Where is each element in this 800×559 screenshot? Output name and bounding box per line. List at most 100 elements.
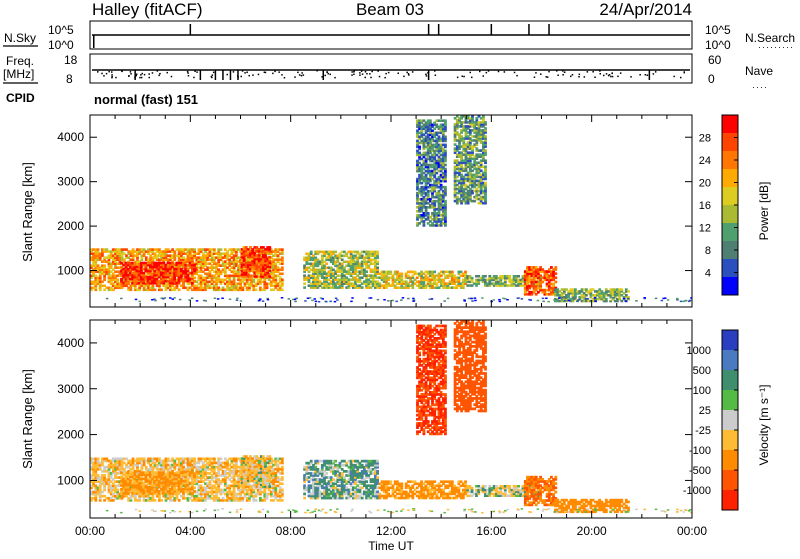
power-cell [568,300,571,302]
nave-dot [655,71,657,73]
power-cell [193,264,196,267]
power-cell [444,150,447,153]
nave-dot [284,77,286,79]
nave-dot [470,72,472,74]
nave-dot [408,73,410,75]
power-cell [612,298,615,300]
nave-dot [370,77,372,79]
power-cell [418,146,421,149]
nave-dot [546,76,548,78]
nave-dot [365,71,367,73]
nsearch-legend-dots: ········· [758,42,794,52]
power-cell [304,300,307,302]
power-cell [214,298,217,300]
nave-dot [158,75,160,77]
power-cell [609,301,612,303]
nave-dot [594,77,596,79]
beam-label: Beam 03 [356,0,424,19]
power-cell [154,289,157,292]
power-cell [281,297,284,299]
power-cell [255,289,258,292]
nave-dot [498,71,500,73]
nave-dot [562,74,564,76]
power-cell [205,300,208,302]
cpid-label: CPID [6,91,35,105]
power-cell [542,298,545,300]
power-cell [229,299,232,301]
power-cell [429,299,432,301]
nave-dot [516,75,518,77]
power-cell [643,297,646,299]
nave-dot [194,71,196,73]
nave-dot [365,77,367,79]
nave-dot [325,75,327,77]
power-cell [154,300,157,302]
nave-dot [463,76,465,78]
power-cell [236,298,239,300]
nave-dot [592,71,594,73]
power-cell [625,300,628,302]
colorbar-swatch [722,115,738,134]
power-cell [484,159,487,162]
nave-dot [252,74,254,76]
nave-dot [299,74,301,76]
power-cell [318,301,321,303]
nave-dot [547,76,549,78]
nave-dot [171,76,173,78]
power-colorbar-label: Power [dB] [757,182,771,241]
power-cell [120,298,123,300]
power-cell [542,301,545,303]
power-cell [554,266,557,269]
power-cell [402,297,405,299]
nave-dot [148,73,150,75]
power-cell [196,300,199,302]
nave-dot [371,71,373,73]
nave-dot [434,70,436,72]
nave-dot [457,77,459,79]
nave-dot [540,73,542,75]
nave-dot [680,77,682,79]
power-cell [554,281,557,284]
power-cell [573,298,576,300]
nave-dot [159,73,161,75]
power-cell [400,273,403,276]
power-cell [106,298,109,300]
nave-dot [435,75,437,77]
nave-dot [369,73,371,75]
power-cell [173,297,176,299]
nave-dot [265,72,267,74]
nave-dot [241,76,243,78]
freq-tick-bottom: 8 [66,72,73,86]
nave-dot [653,73,655,75]
nave-dot [362,73,364,75]
colorbar-swatch [722,187,738,206]
power-cell [314,298,317,300]
power-cell [322,298,325,300]
power-cell [556,300,559,302]
power-cell [162,298,165,300]
power-cell [221,298,224,300]
nave-dot [570,76,572,78]
power-cell [370,297,373,299]
power-cell [537,300,540,302]
nave-dot [274,71,276,73]
nave-dot [272,73,274,75]
power-cell [498,299,501,301]
nave-dot [556,70,558,72]
nsky-tick-top: 10^5 [48,23,74,37]
nave-dot [608,75,610,77]
power-cell [661,300,664,302]
nave-dot [144,74,146,76]
power-cell [554,272,557,275]
nave-dot [471,77,473,79]
power-cell [484,149,487,152]
power-cell [315,301,318,303]
nave-dot [121,71,123,73]
nave-dot [639,74,641,76]
nave-dot [425,74,427,76]
nave-dot [427,72,429,74]
power-cell [377,299,380,301]
power-cell [547,301,550,303]
